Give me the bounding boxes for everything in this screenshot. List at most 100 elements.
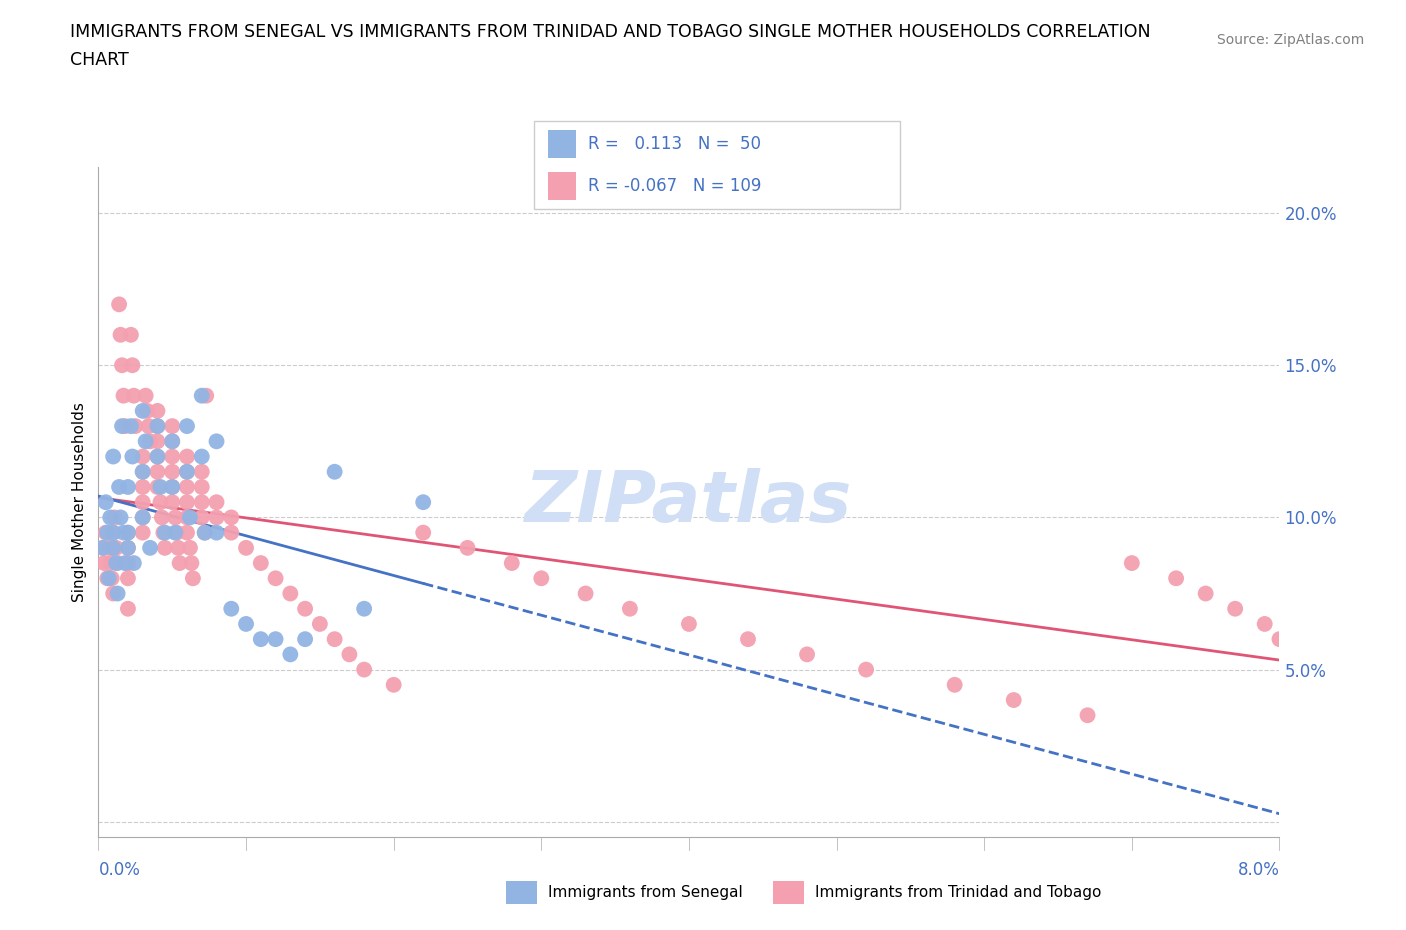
Point xyxy=(323,464,346,479)
Point xyxy=(166,525,188,540)
Point xyxy=(737,631,759,646)
Point xyxy=(117,540,139,555)
Point xyxy=(103,449,124,464)
Point xyxy=(264,631,287,646)
Point xyxy=(382,677,405,692)
Point xyxy=(117,555,139,570)
Point xyxy=(98,510,121,525)
Point xyxy=(124,418,146,433)
Point xyxy=(91,540,114,555)
Point xyxy=(153,525,176,540)
Point xyxy=(1194,586,1216,601)
Point xyxy=(176,495,198,510)
Point xyxy=(132,464,155,479)
Point xyxy=(136,404,159,418)
Point xyxy=(205,525,228,540)
Point xyxy=(152,525,174,540)
Point xyxy=(135,434,157,449)
Point xyxy=(308,617,332,631)
Point xyxy=(205,434,228,449)
Text: 0.0%: 0.0% xyxy=(98,860,141,879)
Point xyxy=(104,510,127,525)
Point xyxy=(162,449,183,464)
Text: 8.0%: 8.0% xyxy=(1237,860,1279,879)
Point xyxy=(91,540,114,555)
Point xyxy=(132,495,155,510)
Point xyxy=(132,404,155,418)
Point xyxy=(191,388,214,403)
Point xyxy=(323,631,346,646)
Point xyxy=(176,418,198,433)
Point xyxy=(162,495,183,510)
Point xyxy=(112,525,135,540)
Point xyxy=(139,434,162,449)
Point xyxy=(103,525,124,540)
Point xyxy=(1077,708,1099,723)
Point xyxy=(179,510,201,525)
Point xyxy=(1282,631,1305,646)
Text: Source: ZipAtlas.com: Source: ZipAtlas.com xyxy=(1216,33,1364,46)
Point xyxy=(107,555,129,570)
Point xyxy=(122,388,145,403)
Point xyxy=(219,602,242,617)
Point xyxy=(250,631,273,646)
Point xyxy=(1254,617,1277,631)
Text: R = -0.067   N = 109: R = -0.067 N = 109 xyxy=(588,177,761,195)
Point xyxy=(117,555,139,570)
Point xyxy=(103,540,124,555)
Point xyxy=(96,571,118,586)
Point xyxy=(191,495,214,510)
Point xyxy=(176,525,198,540)
Point xyxy=(191,464,214,479)
Point xyxy=(120,327,142,342)
Point xyxy=(132,510,155,525)
Point xyxy=(97,540,120,555)
Point xyxy=(167,540,190,555)
Point xyxy=(796,647,818,662)
Point xyxy=(855,662,877,677)
Point xyxy=(530,571,553,586)
Point xyxy=(103,540,124,555)
Point xyxy=(162,434,183,449)
Point xyxy=(132,510,155,525)
Point xyxy=(1002,693,1025,708)
Point xyxy=(146,464,169,479)
Point xyxy=(105,555,128,570)
Point xyxy=(107,586,129,601)
Point xyxy=(235,617,257,631)
Point xyxy=(96,525,118,540)
Point xyxy=(294,602,316,617)
Point xyxy=(195,388,218,403)
Point xyxy=(146,480,169,495)
Point xyxy=(176,480,198,495)
Point xyxy=(219,525,242,540)
Point xyxy=(146,418,169,433)
Point xyxy=(180,555,202,570)
Point xyxy=(235,540,257,555)
Point xyxy=(97,571,120,586)
Point xyxy=(678,617,700,631)
Point xyxy=(132,449,155,464)
Point xyxy=(456,540,478,555)
Point xyxy=(93,555,115,570)
Point xyxy=(337,647,360,662)
Point xyxy=(105,540,128,555)
Point xyxy=(122,555,145,570)
Text: Immigrants from Senegal: Immigrants from Senegal xyxy=(548,884,744,900)
Text: CHART: CHART xyxy=(70,51,129,69)
Point xyxy=(205,510,228,525)
Point xyxy=(191,510,214,525)
Point xyxy=(98,555,121,570)
Point xyxy=(278,586,301,601)
Point xyxy=(108,480,131,495)
Point xyxy=(181,571,204,586)
Point xyxy=(146,449,169,464)
Point xyxy=(194,525,217,540)
Point xyxy=(111,418,134,433)
Point xyxy=(138,418,160,433)
Point xyxy=(150,510,173,525)
Point xyxy=(117,480,139,495)
Point xyxy=(149,480,172,495)
Point xyxy=(1164,571,1187,586)
Point xyxy=(111,358,134,373)
